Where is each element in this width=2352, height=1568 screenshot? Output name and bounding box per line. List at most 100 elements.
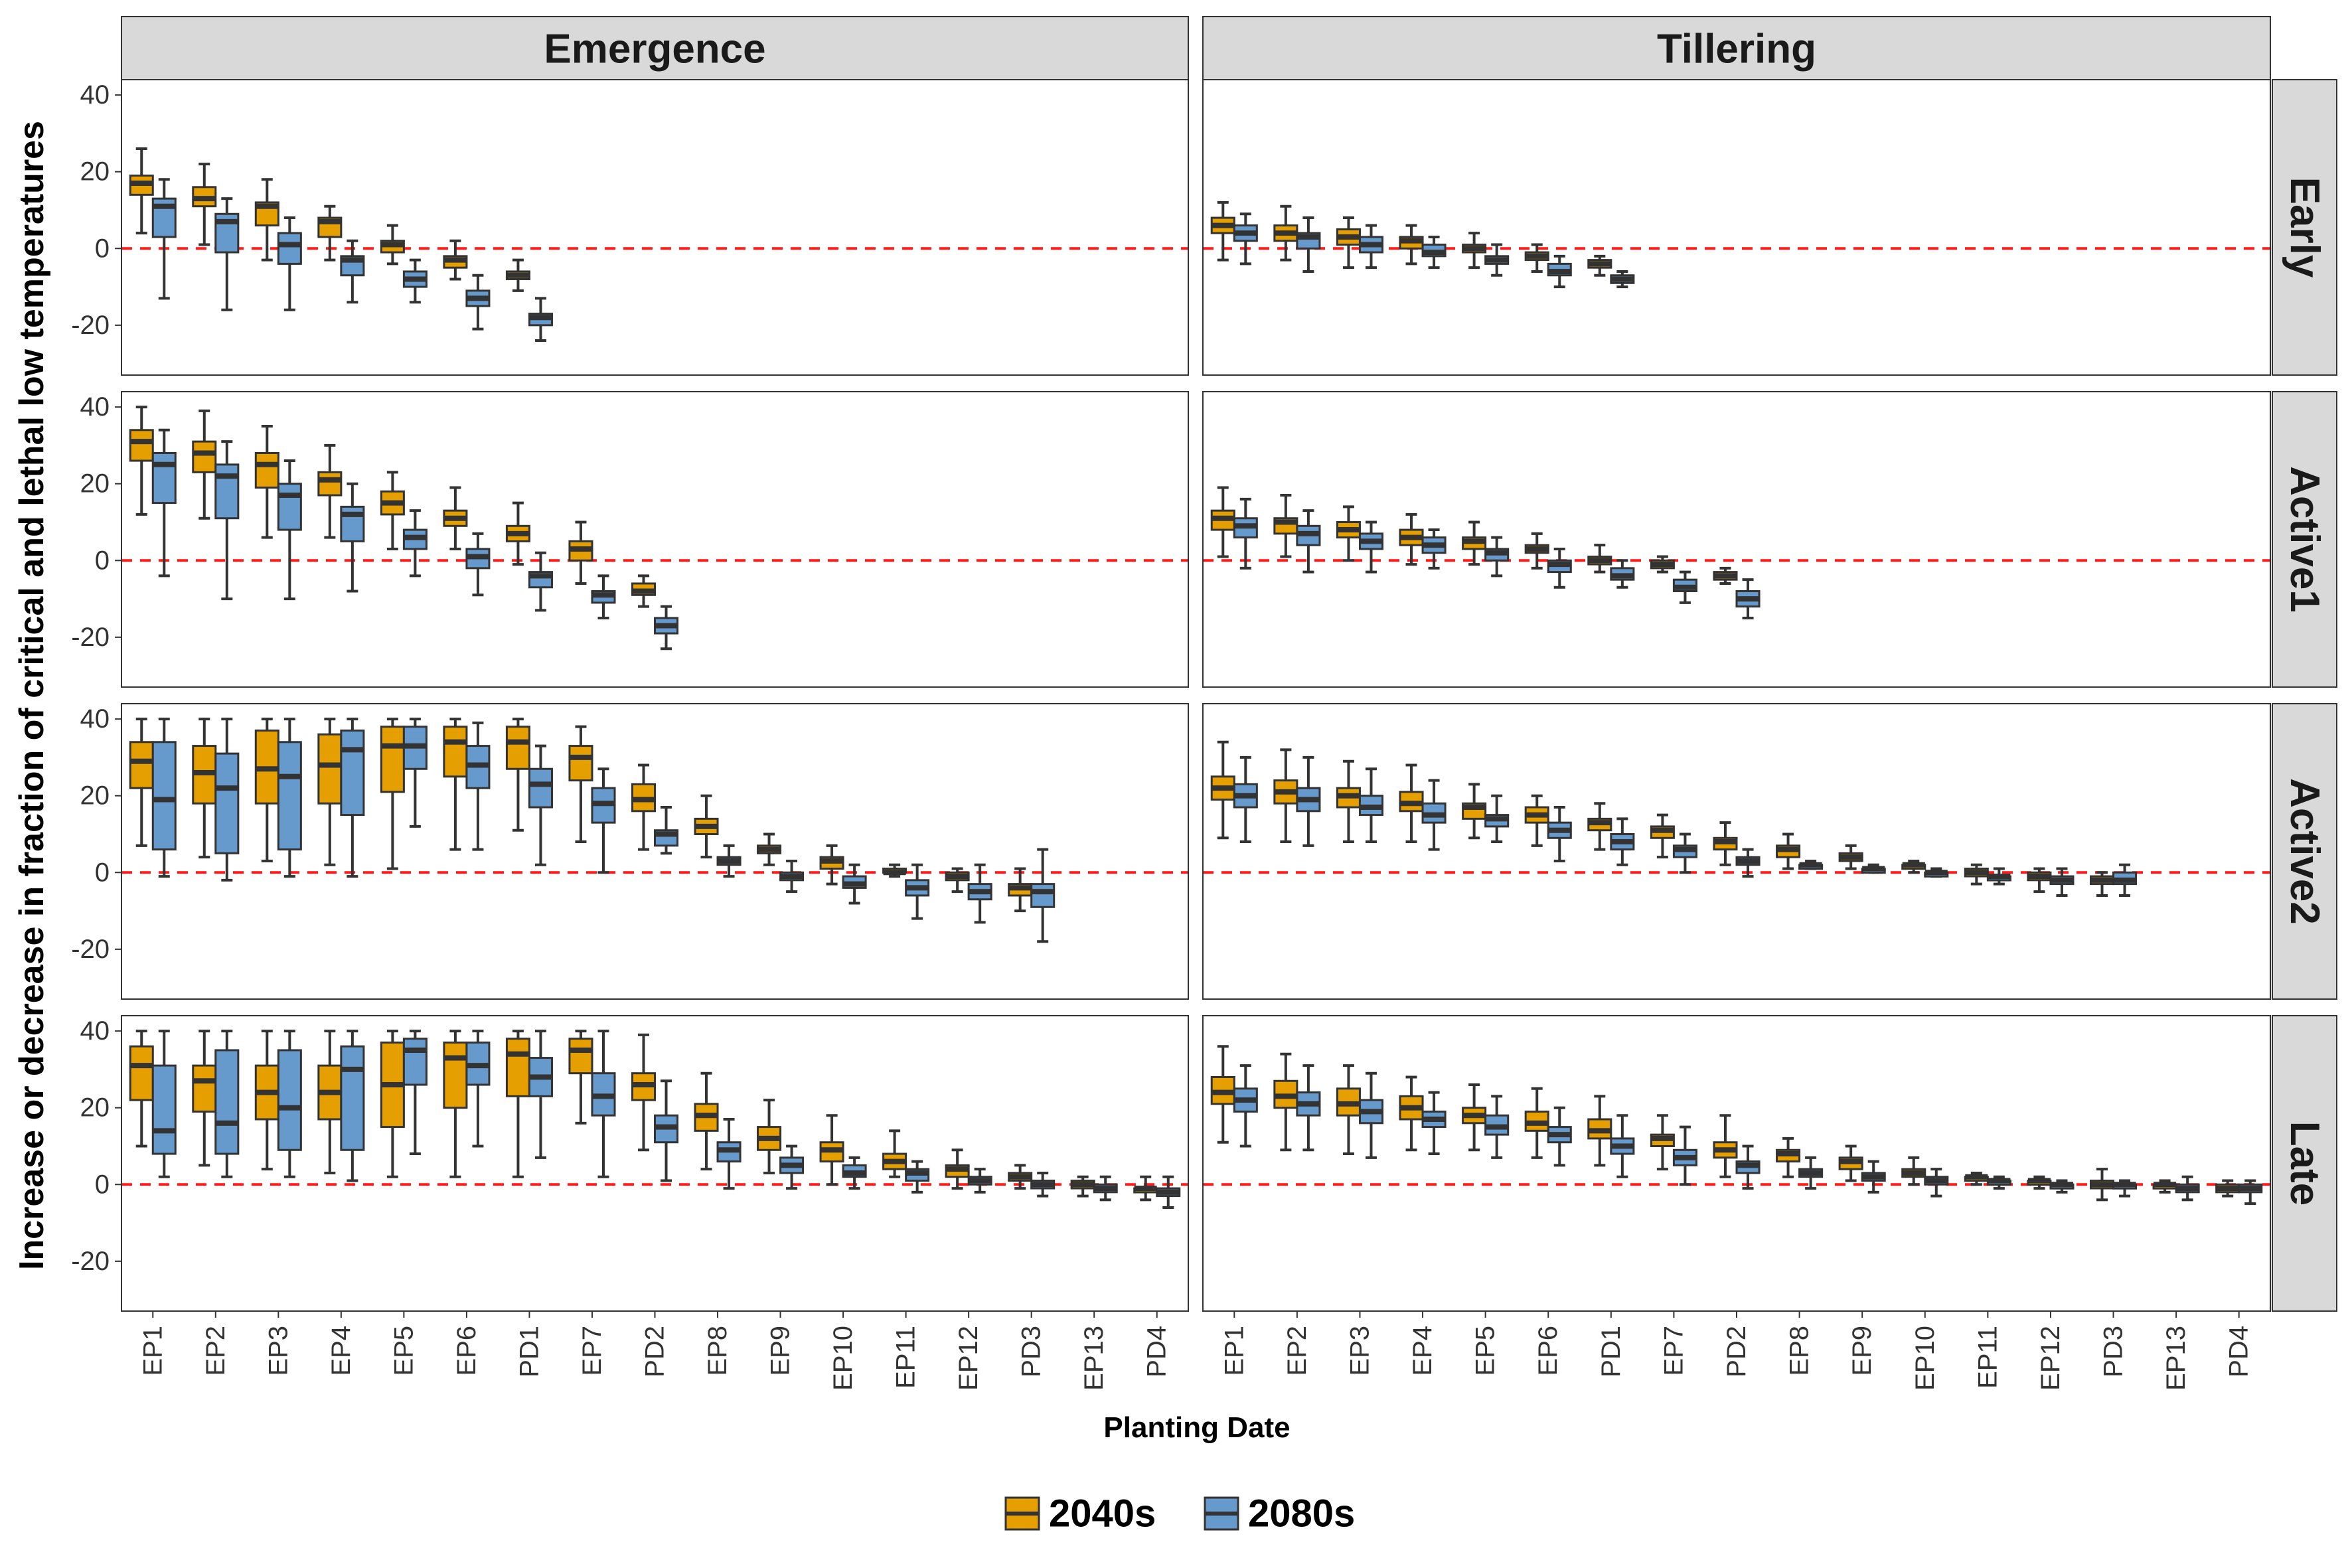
box-ep13-2080s: [2175, 1175, 2200, 1202]
box-ep12-2040s: [2027, 867, 2052, 894]
box-ep10-2040s: [1901, 1156, 1926, 1186]
box-ep4-2040s: [317, 443, 343, 539]
box-ep6-2080s: [1547, 547, 1572, 589]
y-tick-label: 0: [95, 546, 110, 575]
box-pd3-2040s: [2089, 871, 2115, 897]
y-tick-label: -20: [71, 935, 110, 964]
box-ep11-2040s: [1964, 863, 1989, 886]
x-tick-label: EP13: [2161, 1326, 2191, 1391]
y-tick-label: 40: [80, 80, 110, 110]
box-ep11-2040s: [882, 1129, 907, 1178]
panel-background: [1203, 704, 2270, 999]
iqr-box: [340, 1045, 365, 1151]
box-ep1-2080s: [151, 718, 177, 878]
y-axis-title: Increase or decrease in fraction of crit…: [13, 121, 51, 1270]
iqr-box: [151, 741, 177, 851]
iqr-box: [277, 232, 302, 265]
x-tick-label: EP7: [1659, 1326, 1688, 1376]
x-tick-label: PD4: [2225, 1326, 2254, 1377]
y-tick-label: 20: [80, 469, 110, 499]
box-ep4-2080s: [340, 1030, 365, 1182]
x-tick-labels: EP1 EP2 EP3 EP4 EP5 EP6 PD1 EP7 PD2 EP8 EP9 EP10 EP1…: [138, 1311, 2254, 1391]
panel-emergence-late: [121, 1016, 1188, 1311]
box-ep7-2040s: [1650, 813, 1675, 859]
box-ep3-2040s: [254, 425, 279, 539]
box-ep3-2080s: [277, 1030, 302, 1178]
box-ep5-2080s: [1484, 243, 1510, 277]
box-ep3-2040s: [1336, 505, 1361, 562]
box-ep6-2040s: [443, 718, 468, 851]
legend-item-2040s: 2040s: [1004, 1492, 1156, 1535]
x-tick-label: EP5: [389, 1326, 418, 1376]
box-ep5-2040s: [1462, 783, 1487, 840]
box-ep2-2080s: [1296, 1064, 1321, 1152]
box-ep8-2080s: [1798, 859, 1824, 870]
box-pd1-2040s: [505, 1030, 530, 1178]
iqr-box: [317, 471, 343, 497]
box-ep9-2080s: [779, 859, 805, 894]
row-strip-early: [2272, 79, 2337, 376]
box-ep6-2080s: [465, 532, 491, 597]
box-ep11-2080s: [1986, 1175, 2011, 1190]
box-pd1-2080s: [1610, 559, 1635, 589]
box-ep1-2040s: [129, 406, 154, 516]
box-ep1-2040s: [1210, 200, 1235, 262]
box-ep5-2040s: [1462, 1083, 1487, 1152]
box-ep1-2040s: [1210, 1045, 1235, 1144]
iqr-box: [317, 733, 343, 805]
x-tick-label: PD1: [514, 1326, 544, 1377]
y-tick-label: 40: [80, 392, 110, 422]
panel-border: [1202, 391, 2271, 688]
iqr-box: [568, 745, 593, 782]
x-tick-label: PD2: [1722, 1326, 1751, 1377]
box-pd2-2080s: [654, 1079, 679, 1182]
box-ep4-2040s: [1399, 512, 1424, 566]
panel-border: [121, 391, 1189, 688]
box-pd2-2040s: [631, 1033, 657, 1152]
box-ep4-2080s: [1421, 779, 1447, 851]
box-ep7-2040s: [568, 520, 593, 585]
box-pd3-2040s: [2089, 1168, 2115, 1202]
box-ep7-2040s: [1650, 555, 1675, 574]
box-pd1-2040s: [505, 718, 530, 832]
legend-label: 2040s: [1049, 1492, 1156, 1535]
row-strip-label: Early: [2282, 177, 2327, 278]
y-tick-label: 40: [80, 1016, 110, 1046]
box-pd1-2040s: [1587, 544, 1612, 574]
box-ep8-2040s: [694, 1071, 719, 1171]
iqr-box: [277, 483, 302, 531]
x-tick-label: EP7: [578, 1326, 607, 1376]
box-ep2-2080s: [214, 197, 240, 311]
box-ep6-2040s: [1524, 532, 1549, 570]
x-tick-label: EP3: [264, 1326, 293, 1376]
iqr-box: [277, 741, 302, 851]
box-pd1-2080s: [528, 744, 553, 866]
box-ep6-2040s: [1524, 1087, 1549, 1159]
box-ep1-2080s: [1233, 497, 1258, 570]
box-ep3-2040s: [1336, 1064, 1361, 1156]
box-ep10-2040s: [1901, 859, 1926, 874]
box-ep3-2080s: [1358, 1071, 1384, 1159]
box-ep1-2040s: [129, 718, 154, 847]
box-ep9-2040s: [757, 1099, 782, 1174]
iqr-box: [151, 1064, 177, 1155]
box-ep12-2080s: [2049, 1179, 2075, 1194]
box-ep6-2080s: [465, 721, 491, 851]
box-ep4-2080s: [1421, 1091, 1447, 1156]
box-ep10-2080s: [1924, 867, 1949, 878]
panel-tillering-active1: [1203, 392, 2270, 687]
box-ep11-2080s: [1986, 867, 2011, 886]
box-pd4-2080s: [1156, 1175, 1181, 1209]
box-ep2-2040s: [192, 163, 217, 246]
box-ep5-2040s: [380, 471, 405, 550]
y-tick-label: 20: [80, 157, 110, 187]
box-ep11-2080s: [905, 1160, 930, 1194]
iqr-box: [129, 741, 154, 789]
box-pd2-2080s: [654, 806, 679, 855]
legend-label: 2080s: [1248, 1492, 1355, 1535]
box-ep3-2080s: [1358, 520, 1384, 574]
box-ep11-2080s: [905, 863, 930, 920]
box-pd1-2080s: [528, 297, 553, 342]
box-pd2-2040s: [1713, 566, 1738, 585]
panel-border: [121, 79, 1189, 376]
